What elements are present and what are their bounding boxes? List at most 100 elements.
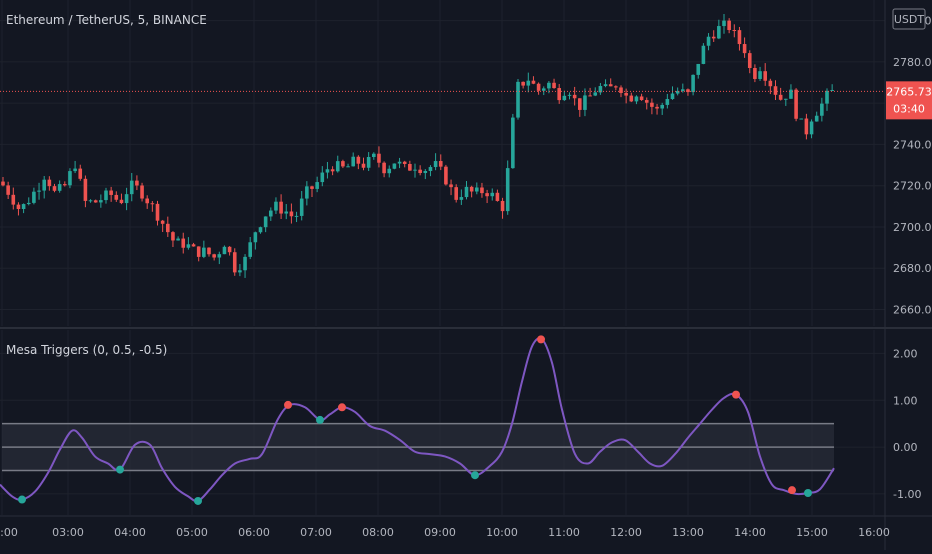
candle-body	[418, 169, 422, 174]
candle-body	[773, 86, 778, 95]
time-tick-label: 05:00	[176, 526, 208, 539]
candle-body	[325, 169, 330, 173]
candle-body	[330, 169, 335, 172]
candle-body	[768, 80, 773, 87]
price-tick-label: 2700.00	[893, 221, 932, 234]
candle-body	[691, 74, 695, 93]
candle-body	[820, 103, 824, 116]
buy-trigger-marker	[116, 465, 124, 474]
candle-body	[16, 204, 21, 210]
candle-body	[742, 44, 747, 54]
price-axis[interactable]: 2660.00 2680.00 2700.00 2720.00 2740.00 2780.…	[893, 15, 932, 317]
candle-body	[583, 95, 587, 110]
candle-body	[315, 182, 319, 189]
candle-body	[171, 232, 175, 241]
candle-body	[789, 89, 793, 99]
candle-body	[310, 186, 314, 189]
candle-body	[88, 200, 93, 202]
candle-body	[614, 86, 618, 88]
candle-body	[686, 89, 690, 93]
candle-body	[186, 244, 191, 248]
sell-trigger-marker	[732, 390, 740, 399]
candle-body	[696, 63, 701, 75]
candle-body	[639, 96, 644, 101]
candle-body	[727, 20, 731, 31]
candle-body	[299, 198, 304, 216]
candle-body	[145, 198, 149, 204]
currency-button[interactable]	[892, 8, 926, 30]
time-tick-label: 15:00	[796, 526, 828, 539]
candle-body	[392, 163, 397, 169]
candle-body	[274, 201, 278, 211]
candles	[1, 14, 834, 278]
candle-body	[670, 93, 675, 100]
candle-body	[47, 179, 52, 187]
price-tick-label: 2720.00	[893, 180, 932, 193]
sell-trigger-marker	[284, 400, 292, 409]
candle-body	[794, 89, 798, 119]
candle-body	[660, 104, 664, 109]
time-axis[interactable]: 02:00 03:00 04:00 05:00 06:00 07:00 08:00 09:00…	[0, 526, 890, 539]
candle-body	[408, 163, 412, 171]
candle-body	[6, 185, 10, 195]
candle-body	[382, 162, 386, 174]
candle-body	[428, 167, 433, 171]
time-tick-label: 04:00	[114, 526, 146, 539]
candle-body	[366, 157, 371, 168]
candle-body	[37, 190, 41, 192]
candle-body	[644, 100, 649, 103]
chart-title: Ethereum / TetherUS, 5, BINANCE	[6, 13, 207, 27]
candle-body	[521, 81, 525, 86]
time-tick-label: 07:00	[300, 526, 332, 539]
candle-body	[83, 178, 88, 201]
candle-body	[341, 161, 345, 167]
candle-body	[181, 238, 186, 248]
price-tick-label: 2740.00	[893, 138, 932, 151]
candle-body	[449, 184, 453, 188]
candle-body	[650, 102, 654, 107]
candle-body	[284, 211, 289, 214]
candle-body	[753, 68, 757, 79]
candle-body	[732, 30, 737, 32]
candle-body	[706, 36, 711, 46]
candle-body	[480, 187, 484, 194]
candle-body	[475, 187, 479, 192]
candle-body	[140, 185, 144, 199]
candle-body	[526, 80, 531, 86]
candle-body	[763, 71, 767, 81]
candle-body	[588, 95, 592, 97]
candle-body	[717, 26, 721, 39]
candle-body	[135, 180, 139, 186]
indicator-tick-label: 2.00	[893, 347, 918, 360]
candle-body	[433, 161, 438, 168]
time-tick-label: 16:00	[858, 526, 890, 539]
candle-body	[737, 30, 742, 45]
price-tick-label: 2680.00	[893, 262, 932, 275]
time-tick-label: 09:00	[424, 526, 456, 539]
candle-body	[248, 242, 252, 257]
candle-body	[155, 203, 160, 221]
candle-body	[629, 95, 634, 102]
last-price-value: 2765.73	[886, 85, 932, 98]
candle-body	[361, 163, 366, 168]
candle-body	[351, 156, 355, 167]
buy-trigger-marker	[471, 471, 479, 480]
time-tick-label: 11:00	[548, 526, 580, 539]
buy-trigger-marker	[18, 495, 26, 504]
indicator-bands	[2, 422, 834, 472]
buy-trigger-marker	[804, 488, 812, 497]
candle-body	[531, 80, 536, 84]
candle-body	[784, 98, 788, 100]
candle-body	[547, 82, 551, 89]
candle-body	[114, 194, 119, 200]
candle-body	[655, 106, 659, 109]
last-price-tag	[886, 81, 932, 120]
indicator-axis[interactable]: -1.00 0.00 1.00 2.00	[893, 347, 921, 501]
candle-body	[232, 252, 237, 273]
buy-trigger-marker	[194, 496, 202, 505]
candle-body	[722, 20, 726, 27]
candle-body	[459, 197, 464, 200]
candle-body	[32, 191, 36, 203]
